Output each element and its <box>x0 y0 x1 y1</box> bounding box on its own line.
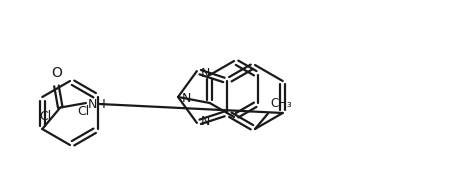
Text: O: O <box>51 66 62 80</box>
Text: N: N <box>201 115 210 128</box>
Text: NH: NH <box>88 98 107 111</box>
Text: Cl: Cl <box>78 105 90 118</box>
Text: N: N <box>201 67 210 80</box>
Text: N: N <box>182 92 191 105</box>
Text: Cl: Cl <box>39 110 51 123</box>
Text: CH₃: CH₃ <box>271 97 292 110</box>
